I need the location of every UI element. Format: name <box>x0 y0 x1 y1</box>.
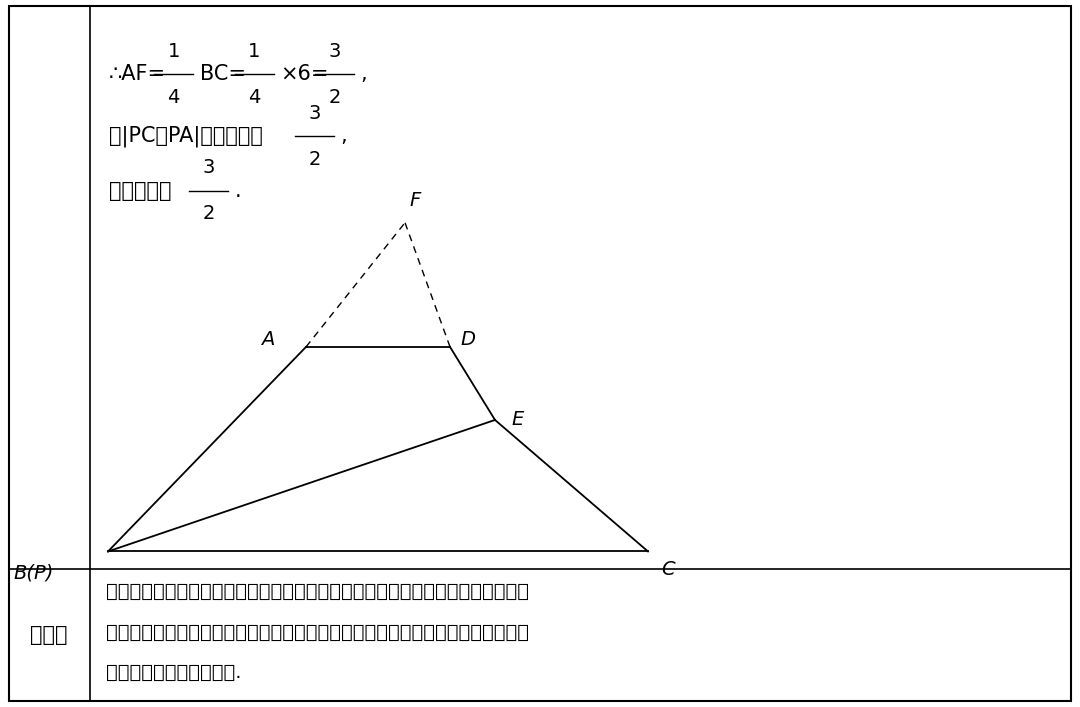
Text: 2: 2 <box>203 204 215 223</box>
Text: 1: 1 <box>167 42 180 61</box>
Text: D: D <box>461 330 476 349</box>
Text: A: A <box>261 330 274 349</box>
Text: 3: 3 <box>203 158 215 177</box>
Text: F: F <box>409 192 421 210</box>
Text: 本题考查了全等三角形的性质和判定，相似三角形的性质和判定，线段垂直平分线: 本题考查了全等三角形的性质和判定，相似三角形的性质和判定，线段垂直平分线 <box>106 583 529 601</box>
Text: 4: 4 <box>248 88 260 107</box>
Text: ×6=: ×6= <box>280 64 328 84</box>
Text: 4: 4 <box>167 88 180 107</box>
Text: B(P): B(P) <box>14 564 54 583</box>
Text: 即|PC－PA|的最大値是: 即|PC－PA|的最大値是 <box>109 126 262 147</box>
Text: 3: 3 <box>328 42 341 61</box>
Text: 2: 2 <box>309 150 321 169</box>
Text: 定理等知识点的应用，关键是找出最大値是指哪一条线段的长，题目具有一定的代: 定理等知识点的应用，关键是找出最大値是指哪一条线段的长，题目具有一定的代 <box>106 623 529 641</box>
Text: 1: 1 <box>248 42 260 61</box>
Text: 2: 2 <box>328 88 341 107</box>
Text: 表性，但是有一定的难度.: 表性，但是有一定的难度. <box>106 663 241 682</box>
Text: 故答案为：: 故答案为： <box>109 181 172 201</box>
Text: ∴AF=: ∴AF= <box>109 64 166 84</box>
Text: C: C <box>661 560 675 579</box>
Text: 点评：: 点评： <box>30 625 68 645</box>
Text: BC=: BC= <box>200 64 245 84</box>
Text: ,: , <box>361 64 367 84</box>
Text: ,: , <box>340 127 347 146</box>
Text: 3: 3 <box>309 104 321 123</box>
Text: .: . <box>234 181 241 201</box>
Text: E: E <box>511 411 524 429</box>
